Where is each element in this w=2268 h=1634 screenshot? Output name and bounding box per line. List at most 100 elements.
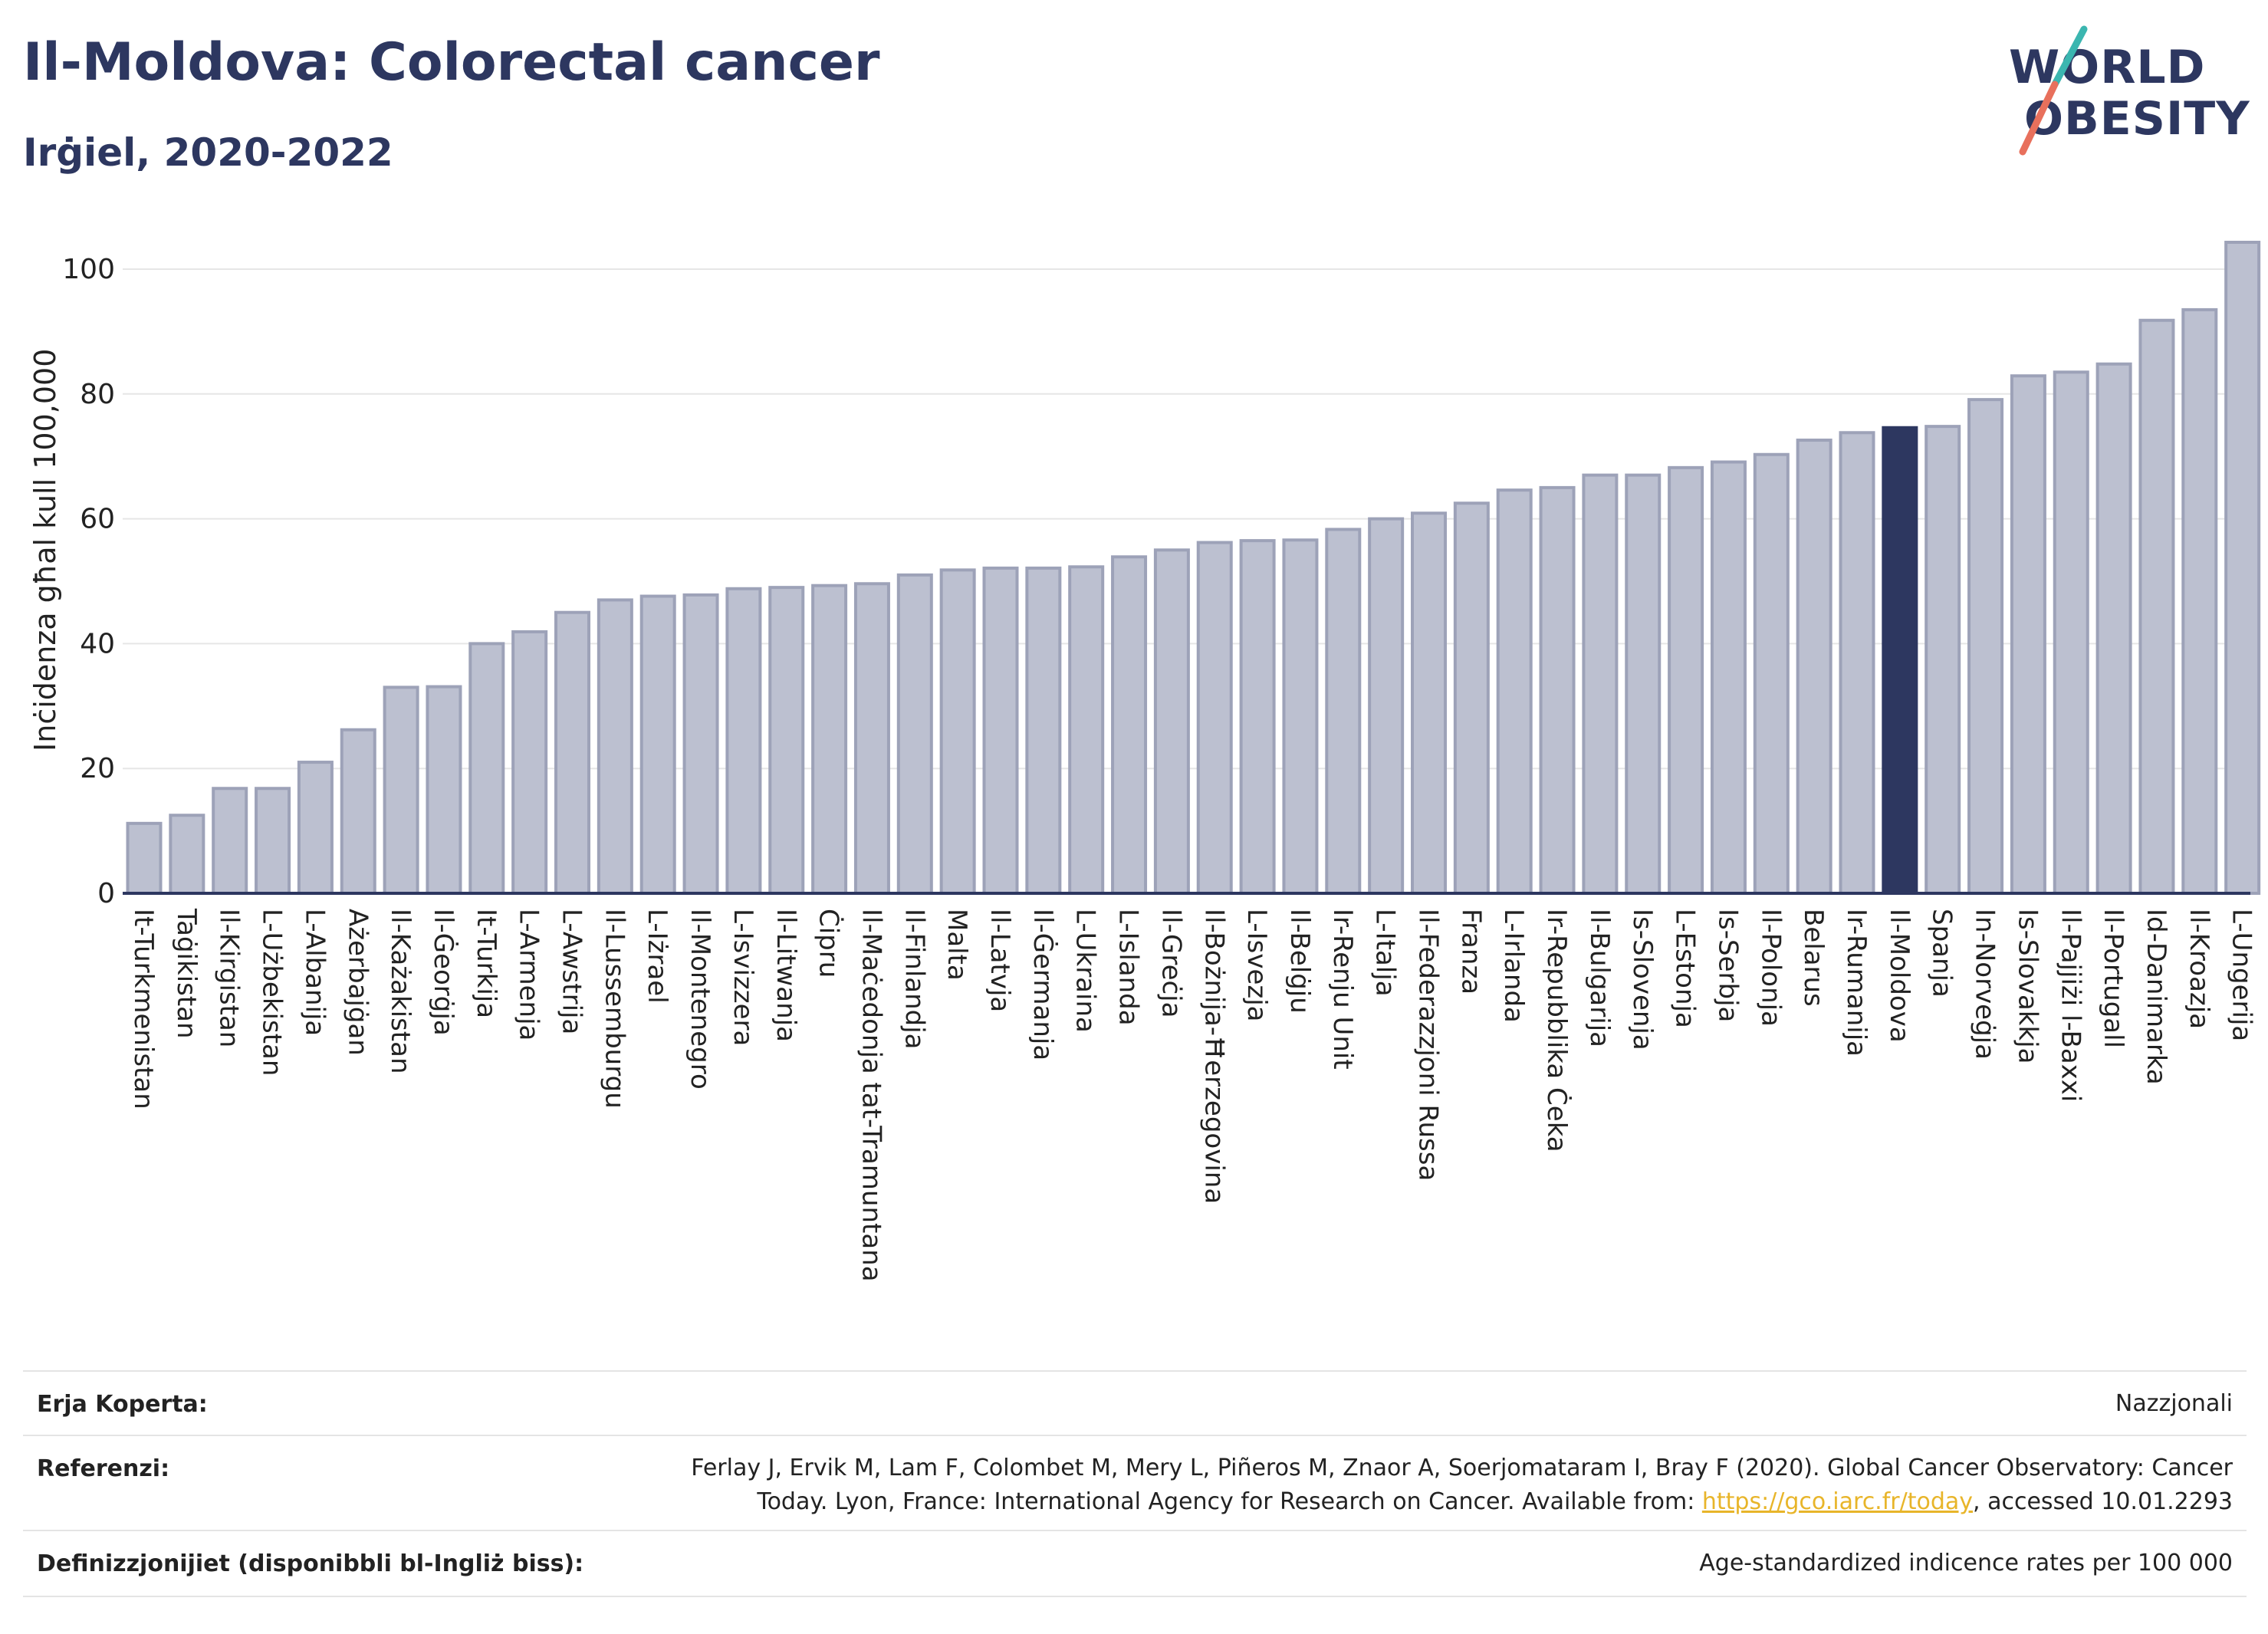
y-tick-label: 100 xyxy=(62,254,115,285)
bar xyxy=(2138,318,2175,896)
page-subtitle: Irġiel, 2020-2022 xyxy=(23,130,393,175)
bar xyxy=(1453,501,1490,895)
x-tick-label: L-Awstrija xyxy=(557,909,587,1034)
x-tick-label: Is-Slovenja xyxy=(1627,909,1658,1050)
x-tick-label: Il-Greċja xyxy=(1155,909,1186,1018)
bar xyxy=(2010,374,2046,896)
x-tick-label: Il-Polonja xyxy=(1755,909,1786,1027)
references-text: Ferlay J, Ervik M, Lam F, Colombet M, Me… xyxy=(691,1452,2233,1519)
bar xyxy=(255,787,291,895)
x-tick-label: L-Albanija xyxy=(299,909,330,1036)
bar xyxy=(1625,473,1662,895)
bar xyxy=(2224,240,2261,896)
bar xyxy=(1753,452,1790,895)
x-tick-label: In-Norveġja xyxy=(1970,909,2000,1060)
bar xyxy=(1582,473,1619,895)
x-tick-label: Is-Serbja xyxy=(1712,909,1743,1022)
y-tick-label: 60 xyxy=(80,504,115,535)
x-tick-label: It-Turkija xyxy=(471,909,501,1018)
bar xyxy=(169,814,205,895)
bar xyxy=(1196,541,1233,895)
bar xyxy=(1153,548,1190,895)
x-tick-label: L-Użbekistan xyxy=(257,909,288,1076)
references-line2: Today. Lyon, France: International Agenc… xyxy=(691,1485,2233,1519)
bar xyxy=(383,685,419,895)
x-tick-label: Malta xyxy=(942,909,972,981)
bar xyxy=(982,566,1019,895)
bar xyxy=(682,593,719,896)
bar xyxy=(1925,425,1961,895)
logo-slash-icon xyxy=(2019,25,2088,156)
bar xyxy=(1796,439,1832,895)
x-tick-label: L-Ungerija xyxy=(2227,909,2257,1041)
bar-chart: 0 20 40 60 80 100 Inċidenza għal kull 100,000 I… xyxy=(28,240,2261,1282)
coverage-value: Nazzjonali xyxy=(2115,1390,2233,1417)
x-tick-label: Il-Kirgistan xyxy=(214,909,245,1047)
bar xyxy=(811,584,848,895)
bar xyxy=(768,586,805,895)
x-tick-label: Ir-Rumanija xyxy=(1841,909,1872,1057)
bar xyxy=(468,642,505,896)
y-axis-label: Inċidenza għal kull 100,000 xyxy=(28,349,62,751)
y-tick-label: 0 xyxy=(97,878,115,909)
x-tick-label: Ir-Repubblika Ċeka xyxy=(1541,909,1573,1152)
references-line2-pre: Today. Lyon, France: International Agenc… xyxy=(757,1488,1702,1515)
x-tick-label: Il-Kroazja xyxy=(2184,909,2214,1029)
x-tick-label: Il-Moldova xyxy=(1884,909,1915,1043)
coverage-row: Erja Koperta: Nazzjonali xyxy=(23,1370,2247,1436)
x-tick-label: Il-Portugall xyxy=(2098,909,2128,1048)
bar xyxy=(554,610,590,895)
x-tick-label: Il-Federazzjoni Russa xyxy=(1413,909,1444,1181)
x-tick-label: Ir-Renju Unit xyxy=(1327,909,1358,1070)
references-label: Referenzi: xyxy=(37,1455,170,1482)
logo-line1: WORLD xyxy=(2009,41,2206,94)
x-tick-label: Il-Ġermanja xyxy=(1027,909,1059,1060)
x-tick-label: Taġikistan xyxy=(171,908,202,1039)
bar xyxy=(725,587,762,895)
page-title: Il-Moldova: Colorectal cancer xyxy=(23,32,880,93)
x-tick-label: Il-Belġju xyxy=(1284,909,1315,1014)
references-link[interactable]: https://gco.iarc.fr/today xyxy=(1701,1488,1974,1515)
bar xyxy=(597,598,633,895)
y-tick-label: 40 xyxy=(80,628,115,659)
x-tick-label: Is-Slovakkja xyxy=(2012,909,2043,1064)
bar xyxy=(853,582,890,895)
x-tick-label: L-Ukraina xyxy=(1070,909,1101,1033)
references-row: Referenzi: Ferlay J, Ervik M, Lam F, Col… xyxy=(23,1435,2247,1531)
references-line2-post: , accessed 10.01.2293 xyxy=(1973,1488,2233,1515)
bar xyxy=(1496,488,1533,895)
definitions-label: Definizzjonijiet (disponibbli bl-Ingliż … xyxy=(37,1550,584,1577)
bar xyxy=(1239,539,1276,895)
bar xyxy=(1668,465,1704,895)
bar xyxy=(1111,555,1148,895)
logo-line2: OBESITY xyxy=(2024,92,2250,146)
x-tick-label: Ċipru xyxy=(814,909,845,978)
x-tick-label: L-Estonja xyxy=(1670,909,1701,1028)
bar xyxy=(1539,485,1576,895)
x-tick-label: Il-Litwanja xyxy=(771,909,801,1042)
bar xyxy=(1368,517,1405,895)
definitions-value: Age-standardized indicence rates per 100… xyxy=(1699,1550,2233,1576)
x-tick-label: Franza xyxy=(1455,909,1486,995)
x-tick-label: Il-Latvja xyxy=(984,909,1015,1012)
x-tick-label: Ażerbajġan xyxy=(342,909,373,1056)
x-tick-label: L-Iżrael xyxy=(642,909,672,1004)
x-tick-label: L-Islanda xyxy=(1113,909,1144,1026)
x-tick-label: Id-Danimarka xyxy=(2141,909,2171,1085)
x-tick-label: Il-Bożnija-Ħerzegovina xyxy=(1198,909,1229,1204)
x-tick-label: Il-Maċedonja tat-Tramuntana xyxy=(856,909,886,1282)
x-tick-label: L-Isvezja xyxy=(1241,909,1272,1022)
x-tick-label: Il-Bulgarija xyxy=(1584,909,1615,1047)
x-tick-label: Il-Każakistan xyxy=(385,909,416,1074)
bar xyxy=(1710,460,1747,895)
bar xyxy=(1839,431,1875,895)
bar xyxy=(1068,565,1105,895)
y-tick-label: 80 xyxy=(80,379,115,410)
bar xyxy=(1882,426,1918,896)
x-tick-label: L-Italja xyxy=(1370,909,1401,997)
bar xyxy=(2095,362,2132,895)
bar xyxy=(1282,538,1319,895)
x-tick-label: Il-Ġeorġja xyxy=(428,909,459,1036)
x-tick-label: L-Isvizzera xyxy=(728,909,758,1046)
bar xyxy=(511,630,548,896)
